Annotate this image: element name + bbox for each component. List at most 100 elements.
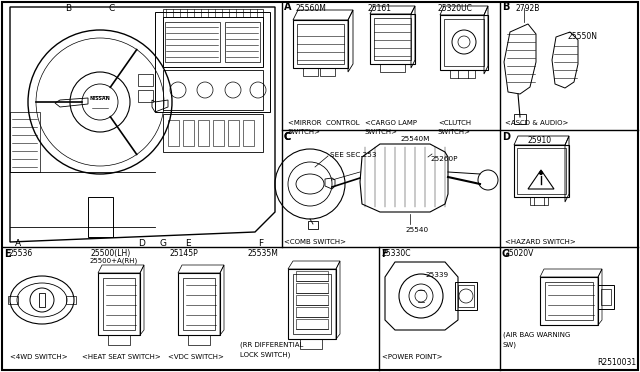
Bar [530, 197, 548, 205]
Text: 25540: 25540 [405, 227, 428, 233]
Text: 25260P: 25260P [430, 156, 458, 162]
Text: 25500+A(RH): 25500+A(RH) [90, 257, 138, 263]
Bar [10, 112, 40, 172]
Bar [540, 277, 598, 325]
Text: (AIR BAG WARNING: (AIR BAG WARNING [503, 332, 570, 339]
Text: <HAZARD SWITCH>: <HAZARD SWITCH> [505, 239, 576, 245]
Bar [293, 274, 331, 334]
Text: D: D [138, 239, 145, 248]
Bar [374, 18, 411, 60]
Text: <HEAT SEAT SWITCH>: <HEAT SEAT SWITCH> [82, 354, 161, 360]
Bar [168, 120, 179, 146]
Text: C: C [284, 132, 291, 142]
Text: 25536: 25536 [8, 249, 32, 258]
Text: <COMB SWITCH>: <COMB SWITCH> [284, 239, 346, 245]
Text: A: A [15, 239, 21, 248]
Bar [296, 307, 328, 317]
Bar [198, 120, 209, 146]
Text: <ASCD & AUDIO>: <ASCD & AUDIO> [505, 120, 568, 126]
Bar [514, 114, 526, 124]
Bar [8, 296, 18, 304]
Bar [163, 9, 263, 17]
Text: <VDC SWITCH>: <VDC SWITCH> [168, 354, 224, 360]
Bar [545, 282, 593, 320]
Bar [598, 285, 614, 309]
Bar [296, 319, 328, 329]
Circle shape [540, 171, 543, 174]
Bar [296, 283, 328, 293]
Text: LOCK SWITCH): LOCK SWITCH) [240, 352, 291, 359]
Text: SEE SEC.253: SEE SEC.253 [330, 152, 376, 158]
Text: <MIRROR  CONTROL: <MIRROR CONTROL [288, 120, 360, 126]
Bar [293, 20, 348, 68]
Bar [455, 282, 477, 310]
Text: SWITCH>: SWITCH> [365, 129, 398, 135]
Text: 2792B: 2792B [516, 4, 540, 13]
Text: C: C [109, 4, 115, 13]
Text: <4WD SWITCH>: <4WD SWITCH> [10, 354, 68, 360]
Bar [300, 339, 322, 349]
Text: F: F [258, 239, 263, 248]
Text: B: B [502, 2, 509, 12]
Bar [243, 120, 254, 146]
Bar [601, 289, 611, 305]
Bar [155, 12, 270, 112]
Bar [444, 19, 484, 66]
Text: 25540M: 25540M [400, 136, 429, 142]
Bar [450, 70, 475, 78]
Text: R2510031: R2510031 [597, 358, 636, 367]
Bar [163, 114, 263, 152]
Bar [163, 70, 263, 110]
Text: E: E [185, 239, 191, 248]
Text: 25339: 25339 [425, 272, 448, 278]
Text: D: D [502, 132, 510, 142]
Text: 25910: 25910 [528, 136, 552, 145]
Text: G: G [502, 249, 510, 259]
Bar [108, 335, 130, 345]
Bar [213, 120, 224, 146]
Bar [308, 221, 318, 229]
Bar [183, 278, 215, 330]
Bar [188, 335, 210, 345]
Bar [165, 22, 220, 62]
Text: <CLUTCH: <CLUTCH [438, 120, 471, 126]
Bar [225, 22, 260, 62]
Text: 25145P: 25145P [170, 249, 199, 258]
Bar [517, 148, 566, 194]
Text: E: E [4, 249, 11, 259]
Bar [138, 90, 153, 102]
Text: 25535M: 25535M [248, 249, 279, 258]
Bar [514, 145, 569, 197]
Bar [39, 293, 45, 307]
Bar [178, 273, 220, 335]
Text: 25550N: 25550N [568, 32, 598, 41]
Bar [380, 64, 405, 72]
Bar [440, 15, 488, 70]
Text: 25560M: 25560M [296, 4, 327, 13]
Text: 25500(LH): 25500(LH) [90, 249, 131, 258]
Bar [228, 120, 239, 146]
Text: 25320UC: 25320UC [438, 4, 473, 13]
Text: 25020V: 25020V [505, 249, 534, 258]
Bar [138, 74, 153, 86]
Text: G: G [160, 239, 167, 248]
Bar [103, 278, 135, 330]
Bar [320, 68, 335, 76]
Text: B: B [65, 4, 71, 13]
Bar [296, 295, 328, 305]
Bar [98, 273, 140, 335]
Bar [288, 269, 336, 339]
Text: SWITCH>: SWITCH> [288, 129, 321, 135]
Text: <POWER POINT>: <POWER POINT> [382, 354, 442, 360]
Bar [163, 17, 263, 67]
Bar [296, 271, 328, 281]
Bar [183, 120, 194, 146]
Text: <CARGO LAMP: <CARGO LAMP [365, 120, 417, 126]
Text: (RR DIFFERENTIAL: (RR DIFFERENTIAL [240, 342, 303, 349]
Bar [303, 68, 318, 76]
Text: F: F [381, 249, 388, 259]
Text: A: A [284, 2, 291, 12]
Text: C: C [284, 132, 291, 142]
Text: 25330C: 25330C [382, 249, 412, 258]
Text: SWITCH>: SWITCH> [438, 129, 471, 135]
